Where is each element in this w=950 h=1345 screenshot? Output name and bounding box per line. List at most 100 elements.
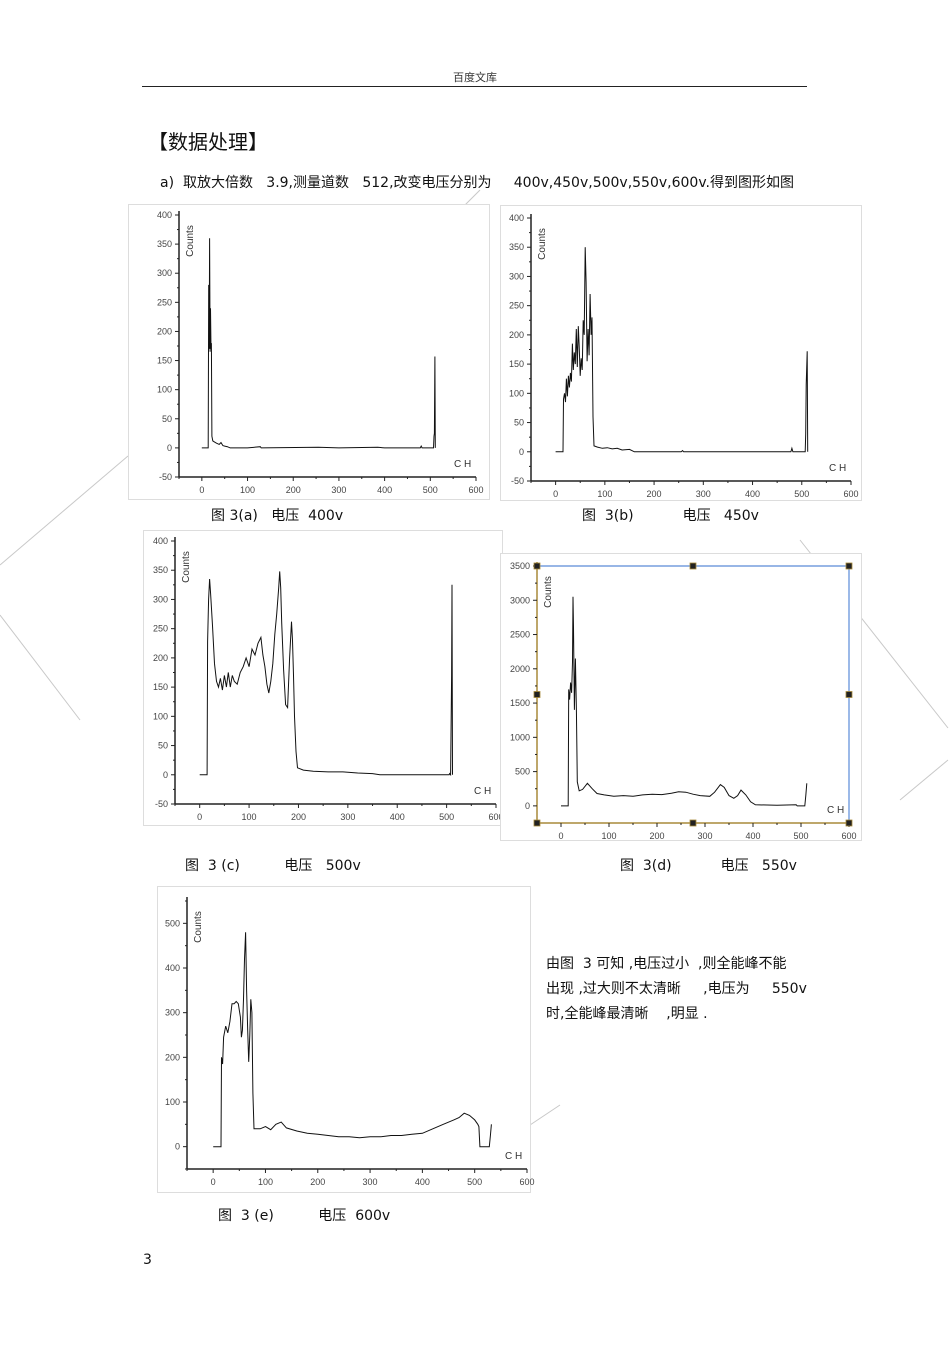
y-tick-label: 2500 xyxy=(510,630,530,640)
x-tick-label: 100 xyxy=(601,831,616,841)
y-tick-label: 300 xyxy=(153,594,168,604)
y-tick-label: 400 xyxy=(157,210,172,220)
y-tick-label: 1500 xyxy=(510,698,530,708)
x-tick-label: 100 xyxy=(597,489,612,499)
x-tick-label: 100 xyxy=(240,485,255,495)
y-tick-label: 150 xyxy=(157,356,172,366)
conclusion-note: 由图 3 可知 ,电压过小 ,则全能峰不能 出现 ,过大则不太清晰 ,电压为 5… xyxy=(546,952,816,1027)
x-axis-label: C H xyxy=(827,805,844,816)
y-tick-label: 350 xyxy=(509,242,524,252)
resize-handle[interactable] xyxy=(533,819,541,827)
y-tick-label: 200 xyxy=(157,326,172,336)
y-tick-label: 2000 xyxy=(510,664,530,674)
x-tick-label: 0 xyxy=(553,489,558,499)
spectrum-line xyxy=(555,247,809,453)
caption-fig3d: 图 3(d) 电压 550v xyxy=(620,858,797,874)
section-title: 【数据处理】 xyxy=(148,130,268,154)
y-tick-label: 150 xyxy=(153,682,168,692)
y-tick-label: 400 xyxy=(165,963,180,973)
resize-handle[interactable] xyxy=(845,691,853,698)
chart-plot: 0 100 200 300 400 500 600 -50 0 50 100 150 200 250 300… xyxy=(509,213,859,499)
x-tick-label: 500 xyxy=(423,485,438,495)
x-tick-label: 200 xyxy=(291,812,306,822)
x-tick-label: 200 xyxy=(647,489,662,499)
y-tick-label: 1000 xyxy=(510,732,530,742)
x-tick-label: 0 xyxy=(211,1177,216,1187)
selection-box xyxy=(537,565,850,823)
y-tick-label: 300 xyxy=(157,268,172,278)
x-tick-label: 600 xyxy=(519,1177,534,1187)
spectrum-line xyxy=(561,596,808,807)
x-tick-label: 200 xyxy=(649,831,664,841)
y-tick-label: 350 xyxy=(157,239,172,249)
x-axis-label: C H xyxy=(505,1151,522,1162)
y-axis-label: Counts xyxy=(543,576,554,608)
y-tick-label: 250 xyxy=(153,624,168,634)
y-tick-label: 500 xyxy=(515,767,530,777)
x-tick-label: 400 xyxy=(415,1177,430,1187)
resize-handle[interactable] xyxy=(533,562,541,570)
y-axis-label: Counts xyxy=(193,911,204,943)
y-tick-label: 400 xyxy=(153,536,168,546)
resize-handle[interactable] xyxy=(689,819,697,827)
x-tick-label: 500 xyxy=(439,812,454,822)
y-tick-label: 350 xyxy=(153,565,168,575)
chart-plot: 0 100 200 300 400 500 600 0 100 200 300 400 500 Count… xyxy=(165,897,535,1187)
chart-fig3e: 0 100 200 300 400 500 600 0 100 200 300 400 500 Count… xyxy=(157,886,535,1193)
y-tick-label: 250 xyxy=(509,301,524,311)
resize-handle[interactable] xyxy=(689,562,697,570)
x-tick-label: 300 xyxy=(331,485,346,495)
y-tick-label: 400 xyxy=(509,213,524,223)
y-tick-label: 50 xyxy=(158,741,168,751)
x-tick-label: 300 xyxy=(696,489,711,499)
x-tick-label: 0 xyxy=(199,485,204,495)
x-tick-label: 0 xyxy=(558,831,563,841)
y-tick-label: 0 xyxy=(519,447,524,457)
note-line: 时,全能峰最清晰 ,明显 . xyxy=(546,1006,708,1022)
x-axis-label: C H xyxy=(474,786,491,797)
y-axis-label: Counts xyxy=(185,225,196,257)
x-tick-label: 300 xyxy=(363,1177,378,1187)
spectrum-line xyxy=(213,932,492,1148)
x-tick-label: 300 xyxy=(340,812,355,822)
chart-fig3c: 0 100 200 300 400 500 600 -50 0 50 100 150 200 250 300… xyxy=(143,530,504,826)
resize-handle[interactable] xyxy=(845,819,853,827)
x-tick-label: 200 xyxy=(310,1177,325,1187)
y-tick-label: 0 xyxy=(175,1142,180,1152)
spectrum-line xyxy=(199,571,453,777)
caption-fig3b: 图 3(b) 电压 450v xyxy=(582,508,759,524)
y-tick-label: 300 xyxy=(165,1008,180,1018)
y-tick-label: 200 xyxy=(509,330,524,340)
resize-handle[interactable] xyxy=(845,562,853,570)
caption-fig3e: 图 3 (e) 电压 600v xyxy=(218,1208,391,1224)
y-tick-label: 3500 xyxy=(510,561,530,571)
intro-paragraph: a) 取放大倍数 3.9,测量道数 512,改变电压分别为 400v,450v,… xyxy=(160,175,794,191)
y-tick-label: 500 xyxy=(165,918,180,928)
resize-handle[interactable] xyxy=(533,691,541,698)
chart-plot: 0 100 200 300 400 500 600 0 500 1000 1500 2000 2500 3… xyxy=(510,561,857,841)
x-tick-label: 100 xyxy=(258,1177,273,1187)
y-tick-label: 0 xyxy=(163,770,168,780)
x-tick-label: 300 xyxy=(697,831,712,841)
x-tick-label: 200 xyxy=(286,485,301,495)
chart-fig3b: 0 100 200 300 400 500 600 -50 0 50 100 150 200 250 300… xyxy=(500,205,862,501)
x-axis-label: C H xyxy=(454,459,471,470)
x-tick-label: 500 xyxy=(794,489,809,499)
x-tick-label: 100 xyxy=(242,812,257,822)
y-tick-label: 200 xyxy=(153,653,168,663)
y-tick-label: 300 xyxy=(509,271,524,281)
x-tick-label: 400 xyxy=(745,831,760,841)
x-tick-label: 600 xyxy=(841,831,856,841)
chart-fig3a: 0 100 200 300 400 500 600 -50 0 50 100 150 200 250 300… xyxy=(128,204,490,500)
y-tick-label: 50 xyxy=(514,418,524,428)
y-tick-label: 0 xyxy=(167,443,172,453)
header-title: 百度文库 xyxy=(453,71,497,84)
caption-fig3a: 图 3(a) 电压 400v xyxy=(211,508,344,524)
y-tick-label: -50 xyxy=(511,476,524,486)
x-axis-label: C H xyxy=(829,463,846,474)
y-tick-label: -50 xyxy=(159,472,172,482)
caption-fig3c: 图 3 (c) 电压 500v xyxy=(185,858,361,874)
x-tick-label: 500 xyxy=(793,831,808,841)
y-tick-label: 50 xyxy=(162,414,172,424)
y-tick-label: 0 xyxy=(525,801,530,811)
